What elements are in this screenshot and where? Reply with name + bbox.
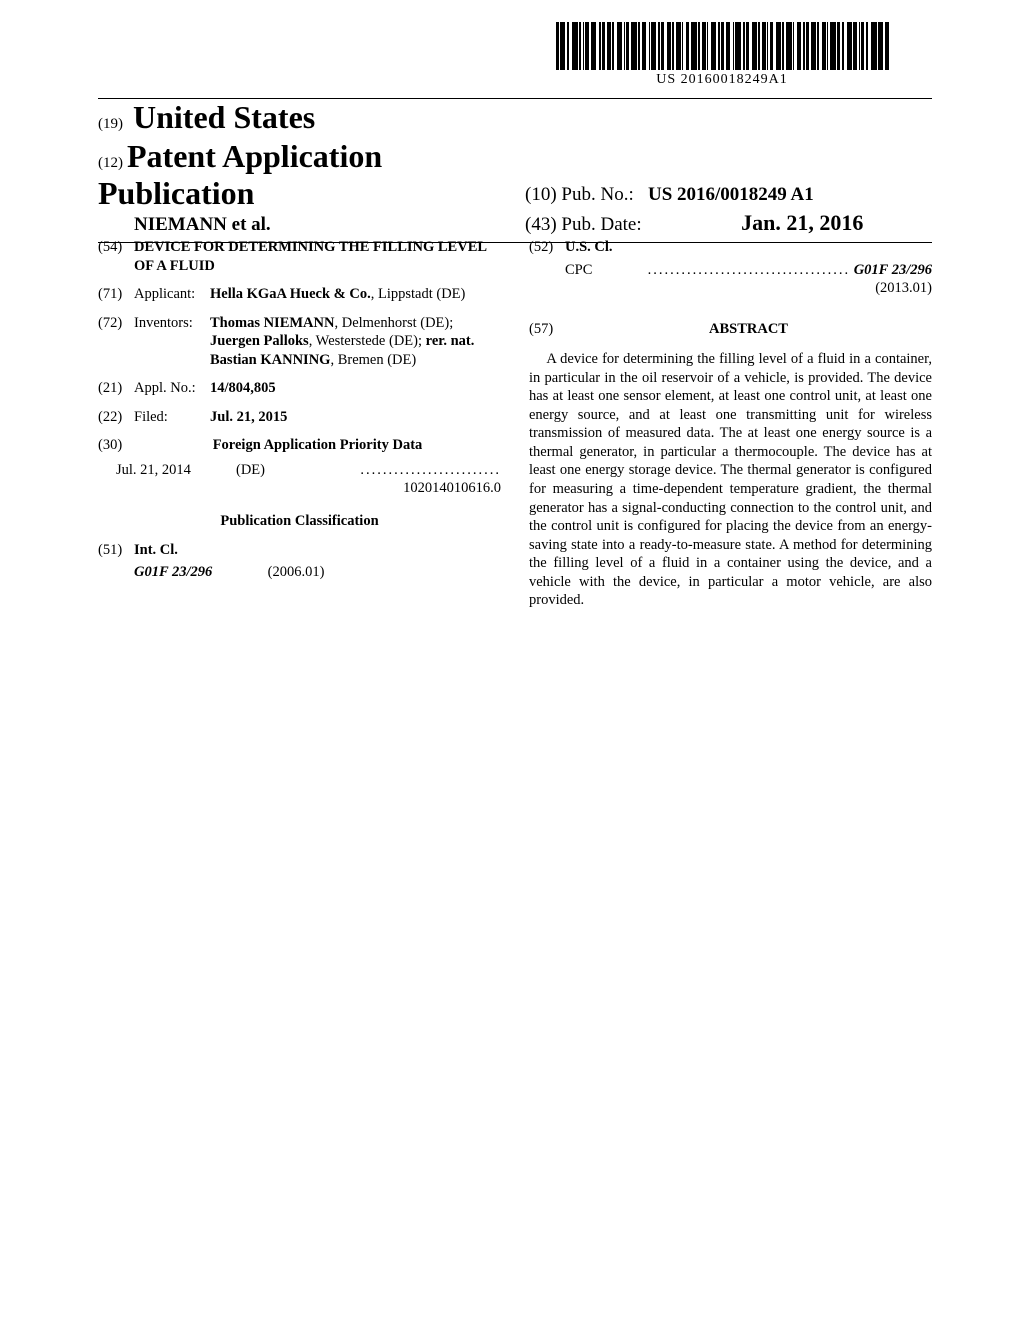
publication-type: Patent Application Publication (98, 138, 382, 211)
priority-number: 102014010616.0 (403, 480, 501, 496)
priority-date: Jul. 21, 2014 (98, 461, 236, 498)
applicant-value: Hella KGaA Hueck & Co., Lippstadt (DE) (210, 285, 501, 304)
priority-dots: ......................... (360, 462, 501, 478)
inventors-label: Inventors: (134, 314, 210, 370)
cpc-date: (2013.01) (875, 280, 932, 296)
authors-line: NIEMANN et al. (134, 214, 505, 236)
pubdate-line: (43) Pub. Date: Jan. 21, 2016 (525, 210, 932, 236)
pubno-line: (10) Pub. No.: US 2016/0018249 A1 (525, 184, 932, 206)
inventor-1-name: Thomas NIEMANN (210, 315, 334, 331)
patent-front-page: US 20160018249A1 (19) United States (12)… (0, 0, 1024, 1320)
inid-57: (57) (529, 320, 565, 339)
inid-52: (52) (529, 238, 565, 257)
field-72-inventors: (72) Inventors: Thomas NIEMANN, Delmenho… (98, 314, 501, 370)
inid-54: (54) (98, 238, 134, 275)
inventor-2-name: Juergen Palloks (210, 333, 309, 349)
inid-12: (12) (98, 155, 123, 171)
field-71-applicant: (71) Applicant: Hella KGaA Hueck & Co., … (98, 285, 501, 304)
left-column: (54) DEVICE FOR DETERMINING THE FILLING … (98, 238, 501, 610)
priority-heading: Foreign Application Priority Data (134, 436, 501, 455)
pubno-label: Pub. No.: (561, 184, 633, 205)
inid-19: (19) (98, 116, 123, 133)
filed-value: Jul. 21, 2015 (210, 408, 501, 427)
inid-72: (72) (98, 314, 134, 370)
pubdate-value: Jan. 21, 2016 (741, 210, 863, 235)
inventors-value: Thomas NIEMANN, Delmenhorst (DE); Juerge… (210, 314, 501, 370)
header-row: (19) United States (12) Patent Applicati… (98, 99, 932, 236)
inid-71: (71) (98, 285, 134, 304)
cpc-label: CPC (565, 261, 615, 298)
cpc-row: CPC ....................................… (529, 261, 932, 298)
inid-21: (21) (98, 379, 134, 398)
applno-label: Appl. No.: (134, 379, 210, 398)
intcl-date: (2006.01) (268, 564, 325, 580)
field-30-priority: (30) Foreign Application Priority Data (98, 436, 501, 455)
field-22-filed: (22) Filed: Jul. 21, 2015 (98, 408, 501, 427)
inventor-2-rest: , Westerstede (DE); (309, 333, 426, 349)
barcode-label: US 20160018249A1 (512, 72, 932, 88)
inid-51: (51) (98, 541, 134, 560)
pubclass-heading: Publication Classification (98, 512, 501, 531)
inid-22: (22) (98, 408, 134, 427)
cpc-symbol: G01F 23/296 (854, 262, 932, 278)
country: United States (133, 99, 315, 135)
intcl-symbol: G01F 23/296 (134, 563, 264, 582)
inid-43: (43) (525, 214, 557, 235)
header: (19) United States (12) Patent Applicati… (98, 90, 932, 243)
abstract-heading: ABSTRACT (565, 320, 932, 339)
header-left: (19) United States (12) Patent Applicati… (98, 99, 505, 236)
priority-row: Jul. 21, 2014 (DE) .....................… (98, 461, 501, 498)
field-52-uscl: (52) U.S. Cl. (529, 238, 932, 257)
pubdate-label: Pub. Date: (561, 214, 641, 235)
right-column: (52) U.S. Cl. CPC ......................… (529, 238, 932, 610)
intcl-label: Int. Cl. (134, 541, 501, 560)
intcl-row: G01F 23/296 (2006.01) (98, 563, 501, 582)
applicant-rest: , Lippstadt (DE) (371, 286, 466, 302)
abstract-text: A device for determining the filling lev… (529, 350, 932, 610)
uscl-label: U.S. Cl. (565, 238, 932, 257)
cpc-value-cell: .................................... G01… (615, 261, 932, 298)
applno-value: 14/804,805 (210, 379, 501, 398)
pubtype-line: (12) Patent Application Publication (98, 138, 505, 212)
title-text: DEVICE FOR DETERMINING THE FILLING LEVEL… (134, 238, 501, 275)
country-line: (19) United States (98, 99, 505, 136)
inid-10: (10) (525, 184, 557, 205)
inventor-3-rest: , Bremen (DE) (330, 352, 416, 368)
barcode (512, 22, 932, 70)
field-51-intcl: (51) Int. Cl. (98, 541, 501, 560)
barcode-zone: US 20160018249A1 (512, 22, 932, 88)
field-21-applno: (21) Appl. No.: 14/804,805 (98, 379, 501, 398)
priority-country: (DE) (236, 461, 306, 498)
pubno-value: US 2016/0018249 A1 (648, 184, 814, 205)
priority-number-cell: ......................... 102014010616.0 (306, 461, 501, 498)
body-columns: (54) DEVICE FOR DETERMINING THE FILLING … (98, 238, 932, 610)
cpc-dots: .................................... (648, 262, 851, 278)
inid-30: (30) (98, 436, 134, 455)
applicant-name: Hella KGaA Hueck & Co. (210, 286, 371, 302)
filed-label: Filed: (134, 408, 210, 427)
header-right: (10) Pub. No.: US 2016/0018249 A1 (43) P… (505, 184, 932, 236)
inventor-1-rest: , Delmenhorst (DE); (334, 315, 453, 331)
applicant-label: Applicant: (134, 285, 210, 304)
field-57-abstract-heading: (57) ABSTRACT (529, 320, 932, 339)
field-54-title: (54) DEVICE FOR DETERMINING THE FILLING … (98, 238, 501, 275)
